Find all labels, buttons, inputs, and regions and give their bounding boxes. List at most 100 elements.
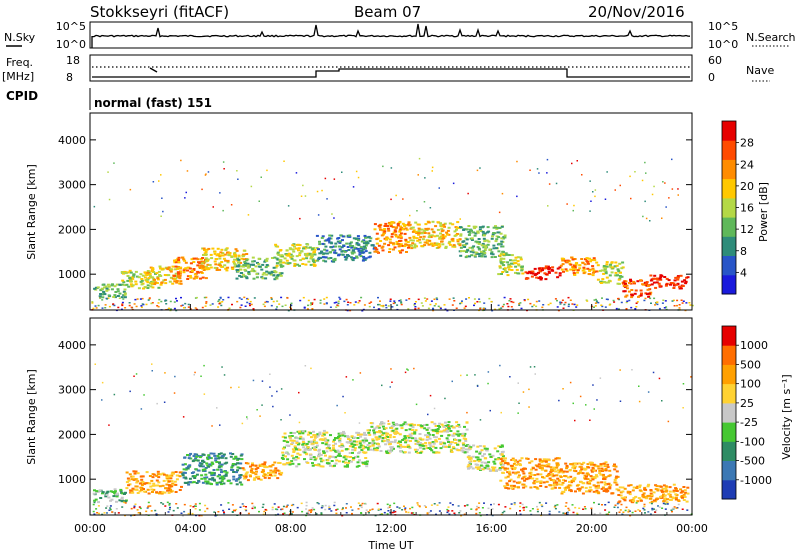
ground-cell [147, 506, 150, 508]
data-cell [476, 246, 480, 249]
data-cell [411, 242, 415, 245]
data-cell [138, 490, 142, 493]
ground-cell [416, 504, 419, 506]
data-cell [443, 442, 447, 445]
data-cell [451, 446, 455, 449]
data-cell [399, 232, 403, 235]
data-cell [531, 477, 535, 480]
data-cell [211, 462, 215, 465]
ground-cell [249, 304, 251, 307]
data-cell [349, 256, 353, 259]
ground-cell [307, 304, 309, 307]
data-cell [686, 486, 690, 489]
data-cell [474, 251, 478, 254]
data-cell [542, 458, 546, 461]
data-cell [467, 444, 471, 447]
data-cell [378, 226, 382, 229]
data-cell [317, 258, 321, 260]
data-cell [346, 465, 349, 468]
data-cell [149, 285, 153, 288]
ground-cell [333, 504, 336, 507]
data-cell [485, 447, 489, 450]
data-cell [222, 453, 226, 456]
data-cell [237, 264, 241, 267]
data-cell [408, 223, 412, 226]
data-cell [573, 265, 577, 268]
data-cell [557, 483, 561, 486]
data-cell [468, 458, 472, 460]
ground-cell [612, 299, 615, 302]
data-cell [426, 434, 430, 437]
sparse-cell [326, 198, 328, 200]
data-cell [350, 443, 354, 446]
data-cell [346, 246, 350, 248]
data-cell [318, 448, 322, 451]
ground-cell [425, 506, 427, 508]
data-cell [444, 445, 448, 448]
data-cell [324, 260, 328, 263]
data-cell [550, 268, 554, 271]
ground-cell [108, 305, 111, 308]
data-cell [322, 429, 326, 432]
y-tick-label: 1000 [58, 268, 86, 281]
data-cell [431, 220, 435, 223]
data-cell [303, 430, 307, 433]
data-cell [218, 473, 221, 476]
data-cell [511, 459, 515, 461]
ground-cell [349, 302, 352, 304]
data-cell [520, 457, 524, 460]
data-cell [452, 447, 456, 450]
data-cell [202, 247, 206, 250]
data-cell [499, 479, 503, 482]
data-cell [456, 449, 460, 452]
data-cell [551, 469, 555, 472]
data-cell [243, 249, 247, 252]
data-cell [479, 468, 483, 471]
data-cell [586, 262, 590, 265]
data-cell [408, 433, 412, 436]
data-cell [163, 491, 167, 494]
ground-cell [380, 305, 383, 307]
data-cell [630, 289, 634, 291]
data-cell [125, 471, 129, 474]
data-cell [197, 480, 201, 483]
data-cell [202, 254, 205, 256]
ground-cell [376, 502, 379, 505]
data-cell [431, 434, 435, 436]
ground-cell [187, 512, 190, 515]
sparse-cell [460, 374, 462, 377]
ground-cell [416, 502, 419, 504]
sparse-cell [572, 402, 574, 405]
ground-cell [437, 305, 440, 308]
data-cell [619, 494, 623, 497]
data-cell [492, 226, 496, 229]
ground-cell [507, 305, 510, 308]
data-cell [314, 457, 318, 460]
ground-cell [651, 509, 654, 511]
ground-cell [105, 507, 108, 509]
ground-cell [414, 306, 417, 308]
data-cell [240, 483, 244, 486]
data-cell [124, 272, 128, 275]
data-cell [379, 423, 383, 426]
data-cell [97, 501, 100, 504]
ground-cell [325, 296, 328, 299]
data-cell [340, 444, 344, 447]
data-cell [152, 482, 156, 485]
data-cell [656, 278, 660, 281]
data-cell [201, 276, 205, 279]
data-cell [105, 289, 109, 292]
sparse-cell [431, 166, 434, 169]
data-cell [171, 265, 175, 268]
data-cell [436, 228, 440, 231]
sparse-cell [317, 214, 320, 216]
data-cell [204, 250, 208, 253]
ground-cell [434, 303, 437, 305]
ground-cell [122, 298, 125, 300]
data-cell [511, 259, 515, 262]
data-cell [509, 464, 513, 467]
sparse-cell [631, 369, 633, 371]
data-cell [302, 446, 306, 449]
ground-cell [604, 504, 607, 506]
ground-cell [483, 302, 486, 304]
